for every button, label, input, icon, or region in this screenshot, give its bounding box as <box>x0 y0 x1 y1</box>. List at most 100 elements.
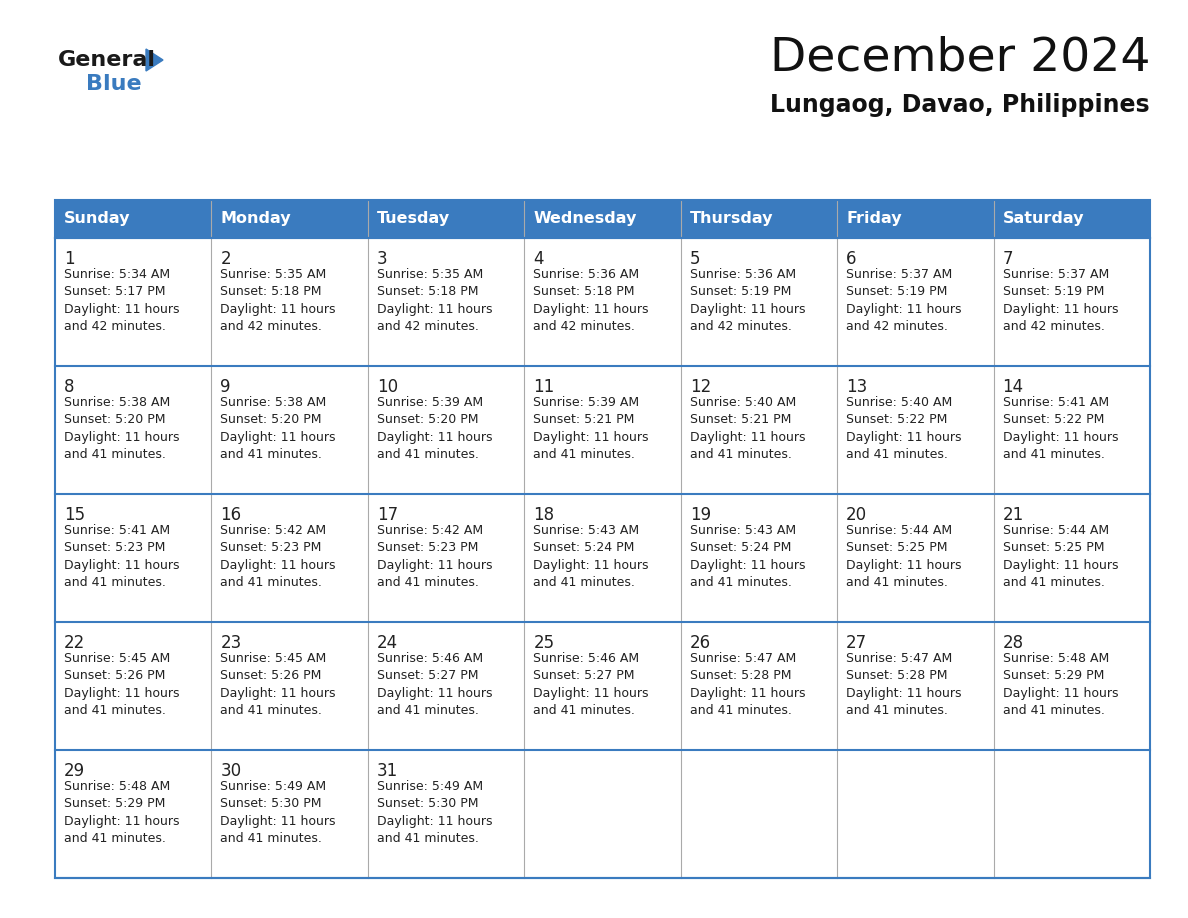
Text: 12: 12 <box>690 378 710 396</box>
Text: Sunrise: 5:40 AM: Sunrise: 5:40 AM <box>846 396 953 409</box>
Text: Sunset: 5:18 PM: Sunset: 5:18 PM <box>533 285 634 298</box>
Bar <box>681 494 838 622</box>
Text: Daylight: 11 hours: Daylight: 11 hours <box>64 558 179 572</box>
Text: Sunset: 5:25 PM: Sunset: 5:25 PM <box>1003 541 1104 554</box>
Text: Sunrise: 5:45 AM: Sunrise: 5:45 AM <box>64 652 170 665</box>
Text: Sunrise: 5:48 AM: Sunrise: 5:48 AM <box>64 779 170 792</box>
Bar <box>211 494 368 622</box>
Text: 4: 4 <box>533 250 544 268</box>
Text: Lungaog, Davao, Philippines: Lungaog, Davao, Philippines <box>770 93 1150 117</box>
Text: Daylight: 11 hours: Daylight: 11 hours <box>377 303 492 316</box>
Text: and 41 minutes.: and 41 minutes. <box>1003 576 1105 589</box>
Bar <box>55 366 211 494</box>
Text: Sunrise: 5:35 AM: Sunrise: 5:35 AM <box>221 267 327 281</box>
Bar <box>55 750 211 878</box>
Bar <box>524 238 681 366</box>
Text: Sunset: 5:23 PM: Sunset: 5:23 PM <box>64 541 165 554</box>
Text: Sunset: 5:24 PM: Sunset: 5:24 PM <box>533 541 634 554</box>
Text: Daylight: 11 hours: Daylight: 11 hours <box>533 303 649 316</box>
Bar <box>368 622 524 750</box>
Text: Sunset: 5:18 PM: Sunset: 5:18 PM <box>221 285 322 298</box>
Text: Sunset: 5:21 PM: Sunset: 5:21 PM <box>690 413 791 426</box>
Bar <box>993 238 1150 366</box>
Bar <box>211 200 368 238</box>
Text: 25: 25 <box>533 634 555 652</box>
Text: Sunset: 5:30 PM: Sunset: 5:30 PM <box>221 797 322 810</box>
Bar <box>211 366 368 494</box>
Text: December 2024: December 2024 <box>770 36 1150 81</box>
Text: and 41 minutes.: and 41 minutes. <box>64 704 166 717</box>
Text: 15: 15 <box>64 506 86 524</box>
Text: Daylight: 11 hours: Daylight: 11 hours <box>64 431 179 443</box>
Text: Sunrise: 5:41 AM: Sunrise: 5:41 AM <box>64 523 170 536</box>
Text: and 41 minutes.: and 41 minutes. <box>1003 704 1105 717</box>
Bar <box>838 366 993 494</box>
Text: Sunrise: 5:46 AM: Sunrise: 5:46 AM <box>377 652 484 665</box>
Text: and 42 minutes.: and 42 minutes. <box>533 320 636 333</box>
Text: Sunrise: 5:46 AM: Sunrise: 5:46 AM <box>533 652 639 665</box>
Bar <box>368 494 524 622</box>
Text: Daylight: 11 hours: Daylight: 11 hours <box>846 687 961 700</box>
Bar <box>838 622 993 750</box>
Bar <box>838 200 993 238</box>
Text: Sunset: 5:28 PM: Sunset: 5:28 PM <box>690 669 791 682</box>
Bar <box>368 750 524 878</box>
Bar <box>368 238 524 366</box>
Text: and 41 minutes.: and 41 minutes. <box>846 576 948 589</box>
Text: Sunset: 5:19 PM: Sunset: 5:19 PM <box>846 285 948 298</box>
Text: Sunset: 5:19 PM: Sunset: 5:19 PM <box>1003 285 1104 298</box>
Text: 2: 2 <box>221 250 230 268</box>
Text: 18: 18 <box>533 506 555 524</box>
Text: Daylight: 11 hours: Daylight: 11 hours <box>1003 303 1118 316</box>
Bar <box>211 750 368 878</box>
Text: Sunrise: 5:47 AM: Sunrise: 5:47 AM <box>846 652 953 665</box>
Text: and 41 minutes.: and 41 minutes. <box>221 448 322 461</box>
Text: 1: 1 <box>64 250 75 268</box>
Text: Daylight: 11 hours: Daylight: 11 hours <box>690 558 805 572</box>
Text: and 42 minutes.: and 42 minutes. <box>64 320 166 333</box>
Text: and 42 minutes.: and 42 minutes. <box>221 320 322 333</box>
Text: Daylight: 11 hours: Daylight: 11 hours <box>1003 687 1118 700</box>
Bar <box>55 200 1150 878</box>
Text: Sunday: Sunday <box>64 211 131 227</box>
Text: Sunrise: 5:47 AM: Sunrise: 5:47 AM <box>690 652 796 665</box>
Text: Daylight: 11 hours: Daylight: 11 hours <box>221 431 336 443</box>
Text: 30: 30 <box>221 762 241 780</box>
Text: Daylight: 11 hours: Daylight: 11 hours <box>690 431 805 443</box>
Text: Sunset: 5:20 PM: Sunset: 5:20 PM <box>64 413 165 426</box>
Text: 14: 14 <box>1003 378 1024 396</box>
Text: 13: 13 <box>846 378 867 396</box>
Bar <box>681 238 838 366</box>
Text: and 41 minutes.: and 41 minutes. <box>846 448 948 461</box>
Text: Sunrise: 5:43 AM: Sunrise: 5:43 AM <box>690 523 796 536</box>
Bar <box>211 622 368 750</box>
Text: Sunset: 5:26 PM: Sunset: 5:26 PM <box>221 669 322 682</box>
Text: Daylight: 11 hours: Daylight: 11 hours <box>690 303 805 316</box>
Text: Sunrise: 5:49 AM: Sunrise: 5:49 AM <box>221 779 327 792</box>
Bar <box>524 366 681 494</box>
Text: Daylight: 11 hours: Daylight: 11 hours <box>377 814 492 827</box>
Text: Sunset: 5:20 PM: Sunset: 5:20 PM <box>377 413 479 426</box>
Bar <box>368 200 524 238</box>
Bar <box>55 200 211 238</box>
Text: Sunrise: 5:38 AM: Sunrise: 5:38 AM <box>64 396 170 409</box>
Text: and 41 minutes.: and 41 minutes. <box>64 448 166 461</box>
Bar <box>681 622 838 750</box>
Text: and 41 minutes.: and 41 minutes. <box>221 704 322 717</box>
Bar <box>681 366 838 494</box>
Text: and 41 minutes.: and 41 minutes. <box>533 448 636 461</box>
Text: Sunset: 5:24 PM: Sunset: 5:24 PM <box>690 541 791 554</box>
Text: and 41 minutes.: and 41 minutes. <box>377 704 479 717</box>
Bar <box>838 494 993 622</box>
Text: Sunrise: 5:36 AM: Sunrise: 5:36 AM <box>533 267 639 281</box>
Text: Sunset: 5:19 PM: Sunset: 5:19 PM <box>690 285 791 298</box>
Bar <box>993 366 1150 494</box>
Text: 5: 5 <box>690 250 700 268</box>
Text: and 41 minutes.: and 41 minutes. <box>377 576 479 589</box>
Bar <box>838 238 993 366</box>
Text: Sunset: 5:20 PM: Sunset: 5:20 PM <box>221 413 322 426</box>
Text: and 42 minutes.: and 42 minutes. <box>1003 320 1105 333</box>
Text: 6: 6 <box>846 250 857 268</box>
Bar <box>681 200 838 238</box>
Text: Sunrise: 5:41 AM: Sunrise: 5:41 AM <box>1003 396 1108 409</box>
